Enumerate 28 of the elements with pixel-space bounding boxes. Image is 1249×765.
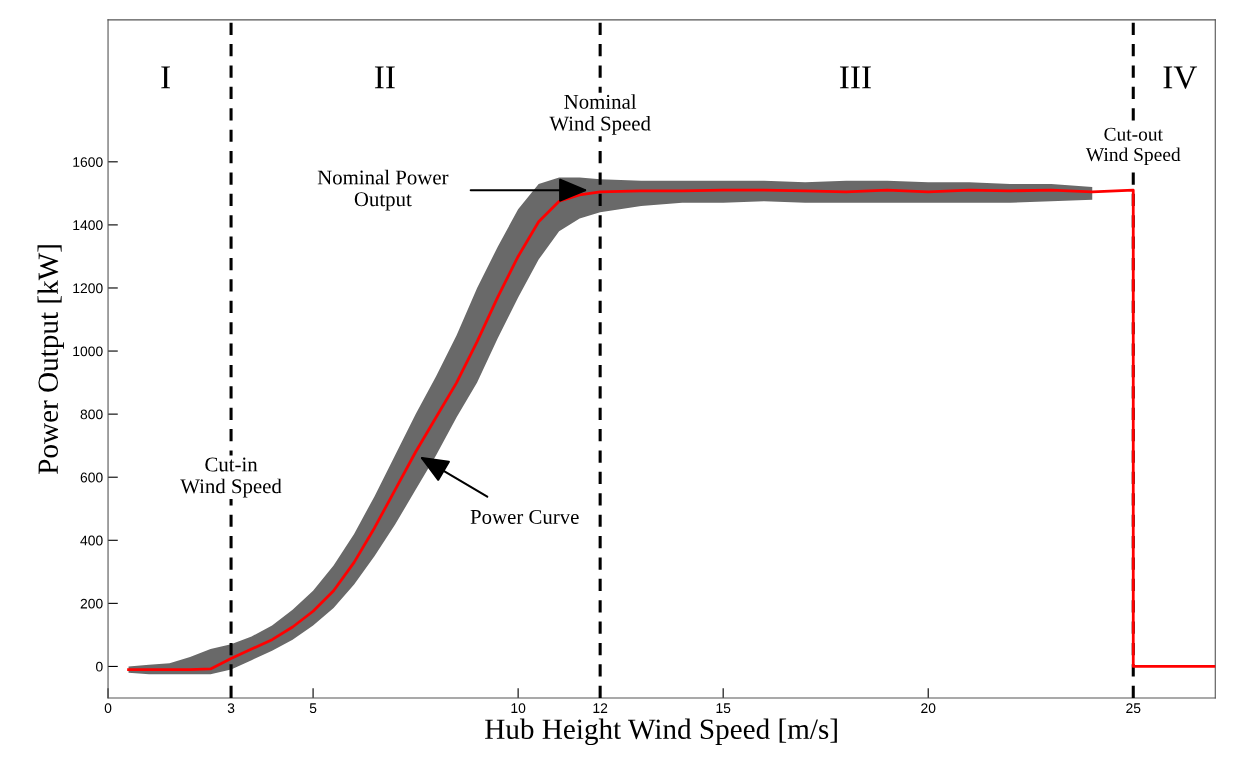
y-tick-label: 600 xyxy=(80,472,103,483)
y-tick-label: 1200 xyxy=(73,283,103,294)
y-tick-label: 1600 xyxy=(73,157,103,167)
x-tick-label: 12 xyxy=(593,703,608,713)
annotation: Nominal Power Output xyxy=(317,169,449,211)
annotation: Power Curve xyxy=(470,509,579,524)
x-tick-label: 15 xyxy=(716,703,731,714)
x-tick-label: 10 xyxy=(511,703,526,714)
annotation: Cut-in Wind Speed xyxy=(180,457,282,498)
x-axis-title: Hub Height Wind Speed [m/s] xyxy=(485,718,837,746)
x-tick-label: 3 xyxy=(227,703,235,714)
y-axis-title: Power Output [kW] xyxy=(37,245,64,474)
annotation: II xyxy=(374,66,395,89)
y-tick-label: 0 xyxy=(96,661,103,672)
y-tick-label: 1000 xyxy=(73,346,103,357)
y-tick-label: 1400 xyxy=(73,220,103,231)
y-tick-label: 800 xyxy=(80,409,103,420)
annotation: III xyxy=(839,66,871,89)
annotation: Cut-out Wind Speed xyxy=(1085,127,1181,166)
annotation: I xyxy=(161,66,170,89)
x-tick-label: 5 xyxy=(309,703,317,714)
annotation: Nominal Wind Speed xyxy=(549,94,651,135)
x-tick-label: 0 xyxy=(104,703,112,714)
y-tick-label: 200 xyxy=(80,598,103,609)
x-tick-label: 20 xyxy=(921,703,936,714)
x-tick-label: 25 xyxy=(1126,703,1141,714)
annotation: IV xyxy=(1163,66,1198,89)
y-tick-label: 400 xyxy=(80,535,103,546)
